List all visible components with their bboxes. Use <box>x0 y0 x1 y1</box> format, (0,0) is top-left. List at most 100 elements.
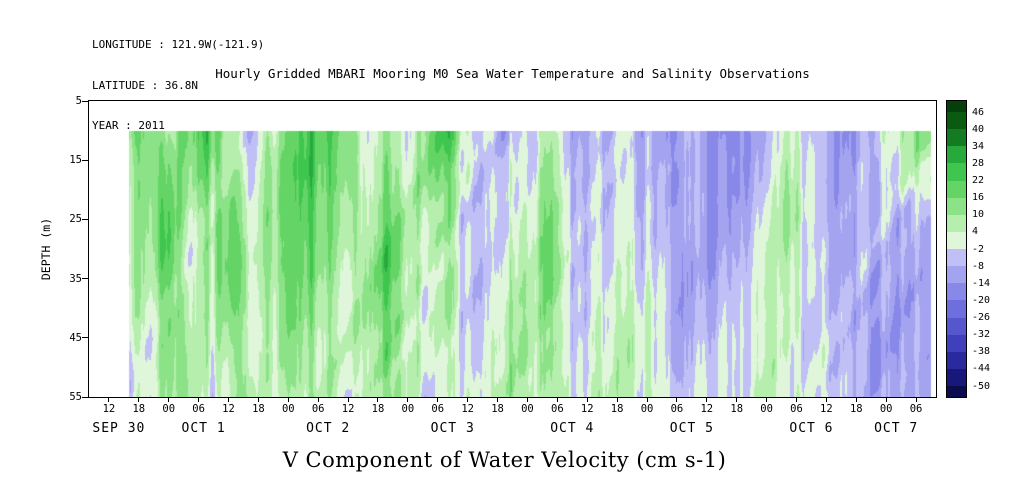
x-tick-label: 12 <box>820 403 833 415</box>
x-tick-label: 12 <box>461 403 474 415</box>
x-tick-mark <box>407 398 409 402</box>
x-tick-label: 06 <box>551 403 564 415</box>
y-tick-label: 15 <box>69 154 82 167</box>
y-axis-label: DEPTH (m) <box>39 217 53 281</box>
colorbar-tick-label: 46 <box>972 106 985 118</box>
x-tick-mark <box>198 398 200 402</box>
x-tick-label: 06 <box>431 403 445 415</box>
colorbar-band <box>947 231 966 249</box>
footer-label: V Component of Water Velocity (cm s-1) <box>282 448 727 472</box>
y-tick-label: 35 <box>69 272 82 285</box>
x-tick-label: 06 <box>192 403 205 415</box>
x-tick-mark <box>108 398 110 402</box>
y-tick-label: 55 <box>69 391 82 403</box>
colorbar-tick-label: -14 <box>972 277 991 289</box>
x-tick-mark <box>228 398 229 402</box>
colorbar-tick-label: 16 <box>972 192 985 204</box>
colorbar-tick-label: -8 <box>972 260 985 272</box>
colorbar-tick-label: -50 <box>972 380 991 392</box>
x-tick-mark <box>317 398 319 402</box>
colorbar-band <box>947 266 966 284</box>
y-tick-label: 25 <box>69 213 82 226</box>
y-tick-label: 45 <box>69 331 82 344</box>
date-label: OCT 4 <box>550 421 595 436</box>
x-tick-label: 06 <box>670 403 684 415</box>
x-tick-mark <box>736 398 738 402</box>
x-tick-label: 06 <box>790 403 803 415</box>
x-tick-mark <box>168 398 170 402</box>
colorbar-band <box>947 368 966 386</box>
date-label: OCT 2 <box>306 421 351 436</box>
x-tick-mark <box>437 398 439 402</box>
x-tick-mark <box>586 398 588 402</box>
x-tick-label: 00 <box>640 403 654 415</box>
x-tick-label: 18 <box>491 403 504 415</box>
colorbar-tick-label: -26 <box>972 312 991 323</box>
colorbar-band <box>947 214 966 232</box>
x-tick-label: 18 <box>730 403 744 415</box>
x-tick-mark <box>795 398 797 402</box>
y-tick-mark <box>82 396 88 398</box>
header-longitude: LONGITUDE : 121.9W(-121.9) <box>92 38 265 51</box>
colorbar-tick-label: -2 <box>972 243 985 255</box>
date-label: OCT 1 <box>181 421 226 436</box>
colorbar-band <box>947 283 966 301</box>
colorbar-band <box>947 317 966 335</box>
colorbar-tick-label: -44 <box>972 363 991 375</box>
x-tick-mark <box>766 398 768 402</box>
x-tick-mark <box>526 398 528 402</box>
colorbar-tick-label: 4 <box>972 226 979 238</box>
colorbar-band <box>947 300 966 318</box>
x-tick-label: 00 <box>401 403 415 415</box>
colorbar-tick-label: -20 <box>972 294 991 306</box>
x-tick-mark <box>138 398 140 402</box>
date-label: OCT 3 <box>430 421 475 436</box>
y-tick-label: 5 <box>75 95 82 107</box>
heatmap-canvas <box>89 101 936 397</box>
x-tick-mark <box>706 398 708 402</box>
colorbar-band <box>947 101 966 112</box>
x-tick-label: 00 <box>162 403 176 415</box>
colorbar-band <box>947 180 966 198</box>
x-tick-label: 18 <box>849 403 863 415</box>
y-tick-mark <box>82 159 88 161</box>
x-tick-mark <box>646 398 648 402</box>
x-tick-label: 00 <box>281 403 295 415</box>
x-tick-mark <box>676 398 678 402</box>
x-tick-label: 18 <box>371 403 385 415</box>
x-tick-mark <box>885 398 887 402</box>
colorbar-tick-label: 28 <box>972 157 985 169</box>
plot-frame <box>88 100 937 398</box>
y-tick-mark <box>82 100 88 102</box>
colorbar-band <box>947 163 966 181</box>
x-tick-label: 18 <box>610 403 624 415</box>
y-tick-mark <box>82 218 88 220</box>
x-tick-mark <box>257 398 259 402</box>
x-tick-mark <box>556 398 558 402</box>
x-tick-label: 12 <box>341 403 355 415</box>
x-tick-label: 12 <box>700 403 714 415</box>
colorbar-tick-label: 40 <box>972 123 985 135</box>
x-tick-mark <box>855 398 857 402</box>
colorbar <box>946 100 967 398</box>
colorbar-band <box>947 249 966 267</box>
date-label: OCT 6 <box>789 421 834 436</box>
x-tick-mark <box>467 398 469 402</box>
colorbar-tick-label: 22 <box>972 175 985 186</box>
date-label: OCT 7 <box>874 421 919 436</box>
colorbar-band <box>947 386 966 397</box>
x-tick-mark <box>497 398 499 402</box>
x-tick-mark <box>377 398 379 402</box>
colorbar-band <box>947 112 966 130</box>
x-tick-label: 00 <box>521 403 534 415</box>
y-tick-mark <box>82 278 88 280</box>
colorbar-band <box>947 146 966 164</box>
colorbar-band <box>947 197 966 215</box>
x-tick-mark <box>347 398 349 402</box>
header-latitude: LATITUDE : 36.8N <box>92 78 198 92</box>
x-tick-label: 18 <box>132 403 146 415</box>
colorbar-band <box>947 129 966 147</box>
x-tick-label: 06 <box>311 403 325 415</box>
x-tick-label: 00 <box>760 403 773 415</box>
